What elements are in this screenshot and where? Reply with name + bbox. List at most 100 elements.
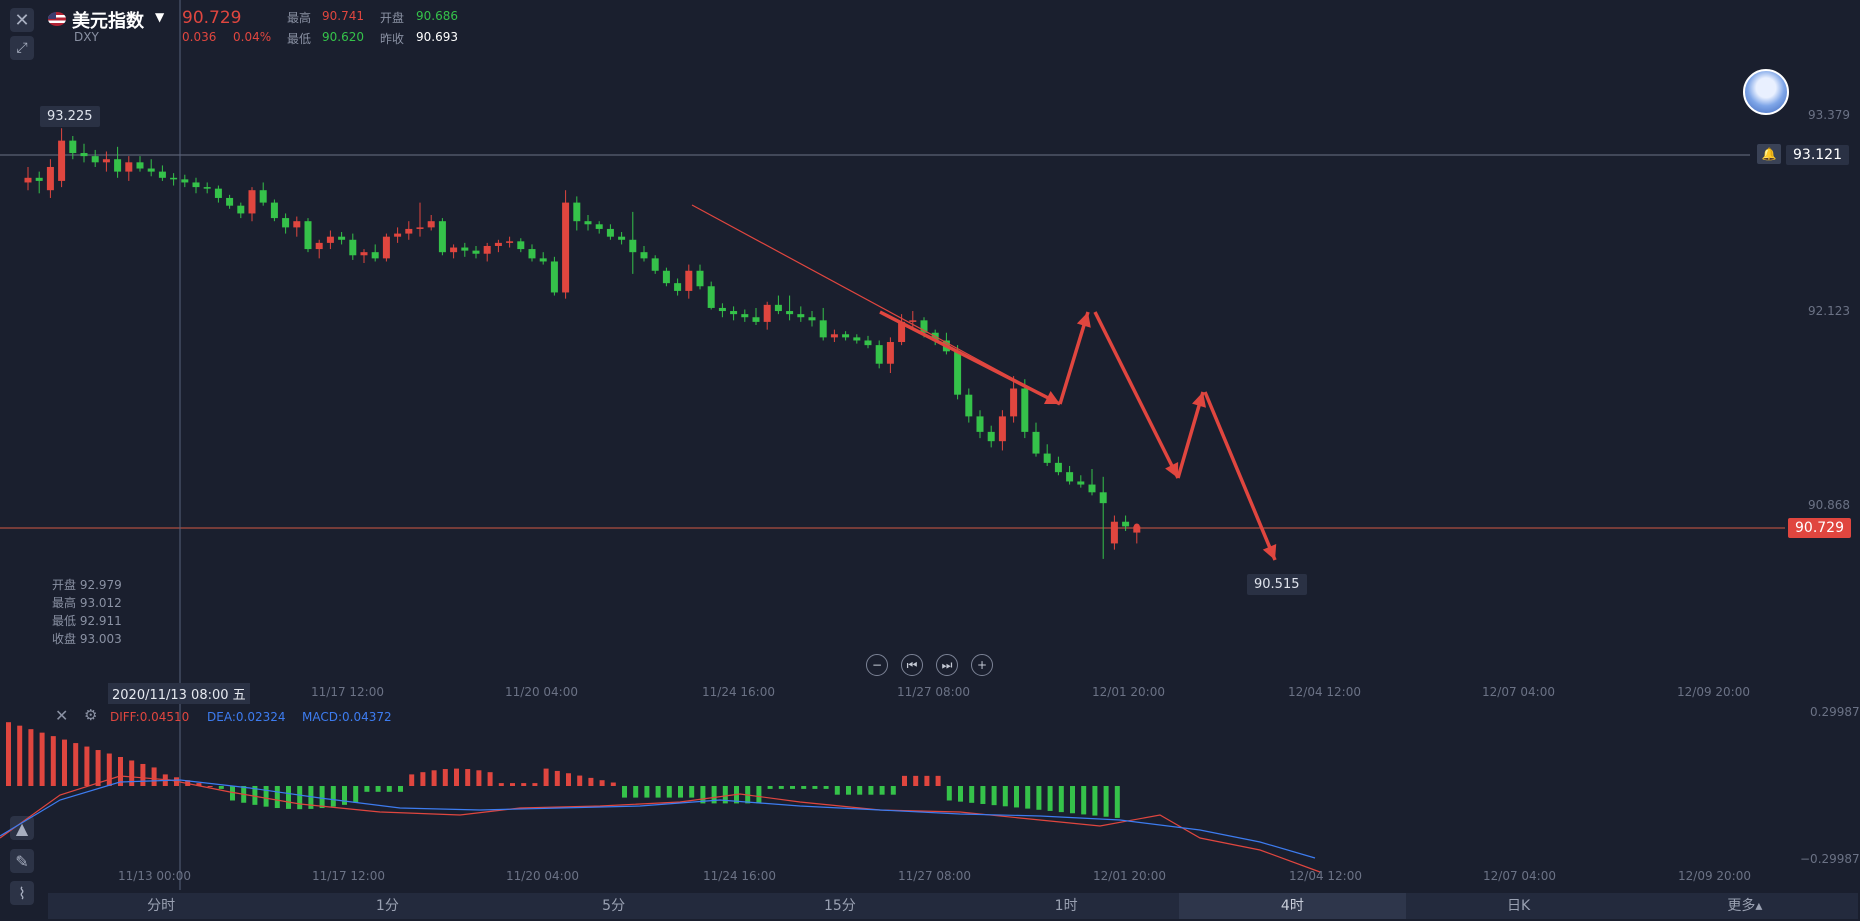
macd-bar — [1058, 786, 1064, 813]
price-change-pct: 0.04% — [233, 30, 272, 44]
candle-body — [394, 233, 402, 237]
candle-body — [517, 241, 525, 250]
open-label: 开盘 — [380, 11, 405, 25]
macd-bar — [319, 786, 325, 809]
scroll-end-button[interactable]: ⏭ — [936, 654, 958, 676]
macd-bar — [330, 786, 336, 807]
macd-bar — [207, 786, 213, 787]
macd-bar — [386, 786, 392, 792]
chevron-down-icon[interactable]: ▼ — [155, 10, 165, 24]
candle-body — [730, 311, 738, 315]
macd-bar — [1036, 786, 1042, 810]
candle-body — [170, 177, 178, 180]
x-label-bottom: 11/20 04:00 — [506, 869, 579, 883]
macd-bar — [689, 786, 695, 798]
x-label-bottom: 11/13 00:00 — [118, 869, 191, 883]
candle-body — [1088, 484, 1096, 493]
macd-bar — [980, 786, 986, 804]
macd-bar — [622, 786, 627, 798]
arrow-line — [1203, 391, 1277, 561]
macd-bar — [17, 725, 23, 786]
candle-body — [349, 239, 357, 256]
macd-bar — [935, 775, 941, 786]
candle-body — [718, 307, 726, 312]
tab-daily[interactable]: 日K — [1507, 898, 1531, 914]
arrow-head — [1076, 312, 1091, 328]
macd-bar — [39, 732, 45, 786]
candle-body — [259, 190, 267, 203]
tab-4hour[interactable]: 4时 — [1179, 893, 1406, 919]
candle-body — [461, 247, 469, 251]
candle-body — [69, 140, 77, 154]
candle-body — [808, 317, 816, 321]
scroll-start-button[interactable]: ⏮ — [901, 654, 923, 676]
candle-body — [898, 321, 906, 343]
macd-bar — [588, 777, 594, 786]
macd-bar — [857, 786, 863, 795]
tab-1hour[interactable]: 1时 — [1054, 898, 1078, 914]
instrument-code: DXY — [74, 30, 99, 44]
candle-body — [102, 159, 110, 163]
candle-body — [315, 242, 323, 250]
avatar[interactable] — [1743, 69, 1789, 115]
candle-body — [606, 228, 614, 237]
candle-body — [125, 162, 133, 172]
macd-bar — [846, 786, 851, 795]
x-label-bottom: 12/01 20:00 — [1093, 869, 1166, 883]
zoom-out-button[interactable]: − — [866, 654, 888, 676]
x-label-bottom: 12/09 20:00 — [1678, 869, 1751, 883]
price-axis-top: 93.379 — [1808, 108, 1850, 122]
dif-line — [0, 775, 1321, 873]
macd-bar — [1002, 786, 1008, 807]
settings-icon[interactable]: ⚙ — [84, 706, 98, 724]
candle-body — [528, 249, 536, 259]
zoom-in-button[interactable]: + — [971, 654, 993, 676]
close-indicator-icon[interactable]: ✕ — [55, 706, 69, 725]
candle-body — [976, 416, 984, 432]
candle-body — [382, 236, 390, 259]
tooltip-high: 最高 93.012 — [52, 596, 122, 610]
candle-body — [696, 270, 704, 287]
candle-body — [998, 416, 1006, 442]
x-label-bottom: 11/17 12:00 — [312, 869, 385, 883]
macd-bar — [95, 750, 101, 786]
tab-5min[interactable]: 5分 — [602, 898, 626, 914]
annotation-arrows — [879, 310, 1277, 561]
candle-body — [338, 236, 346, 240]
min-price-label: 90.515 — [1247, 574, 1307, 595]
draw-tool-icon[interactable]: ✎ — [10, 849, 34, 873]
tab-more[interactable]: 更多▴ — [1727, 898, 1763, 914]
bell-icon[interactable]: 🔔 — [1757, 144, 1781, 164]
macd-bar — [554, 770, 560, 786]
candle-body — [360, 252, 368, 256]
macd-bar — [532, 783, 538, 786]
arrow-line — [1058, 311, 1090, 405]
macd-bar — [879, 786, 885, 795]
macd-bar — [308, 786, 314, 809]
candle-body — [965, 394, 973, 417]
macd-diff: DIFF:0.04510 — [110, 710, 190, 724]
macd-bar — [465, 769, 471, 786]
expand-icon[interactable]: ⤢ — [10, 36, 34, 60]
arrow-head — [1165, 462, 1179, 478]
close-chart-button[interactable]: ✕ — [10, 8, 34, 32]
tab-timeshare[interactable]: 分时 — [147, 898, 176, 914]
tab-1min[interactable]: 1分 — [375, 898, 399, 914]
tab-15min[interactable]: 15分 — [823, 898, 856, 914]
macd-bar — [510, 783, 515, 786]
candle-body — [416, 227, 424, 229]
candle-body — [371, 252, 379, 259]
instrument-name[interactable]: 美元指数 — [72, 11, 144, 32]
candle-body — [1122, 521, 1130, 527]
arrow-line — [879, 310, 1061, 406]
macd-bar — [521, 783, 527, 786]
tooltip-open: 开盘 92.979 — [52, 578, 122, 592]
macd-bar — [1081, 786, 1087, 815]
macd-bar — [543, 768, 549, 786]
macd-bar — [868, 786, 874, 795]
macd-bar — [700, 786, 706, 804]
candle-body — [685, 270, 693, 291]
chart-type-icon[interactable]: ⌇ — [10, 881, 34, 905]
macd-bar — [476, 770, 482, 786]
